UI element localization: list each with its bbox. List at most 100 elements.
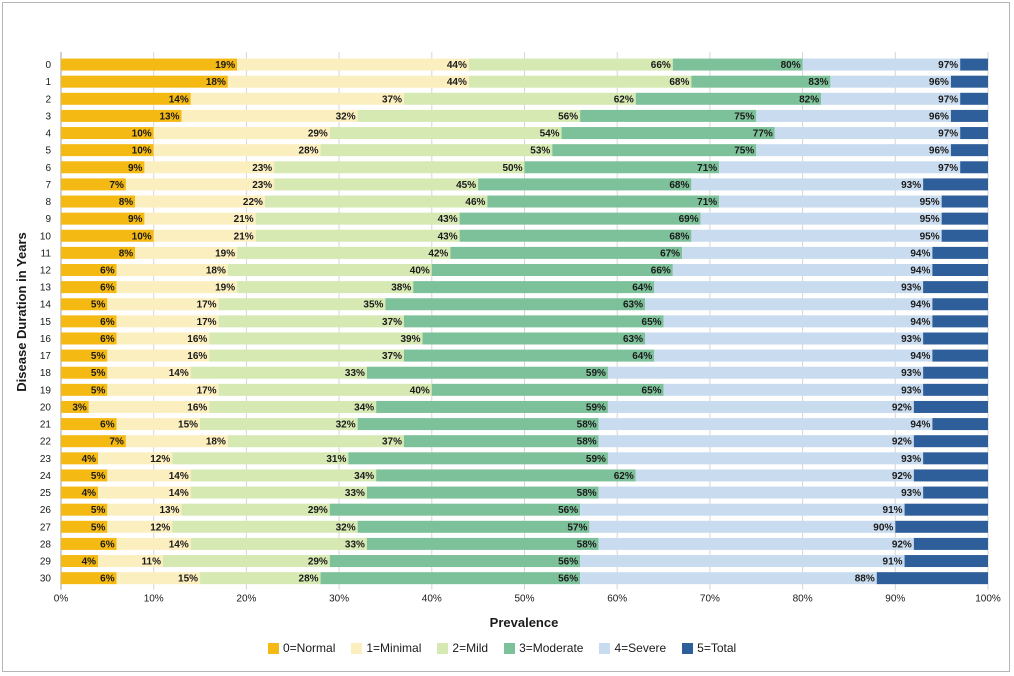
data-label: 94% — [910, 420, 930, 431]
bar-segment — [756, 109, 951, 122]
data-label: 6% — [100, 420, 115, 431]
bar-segment — [162, 555, 330, 568]
bar-segment — [654, 281, 924, 294]
bar-segment — [61, 92, 191, 105]
bar-segment — [237, 246, 451, 259]
data-label: 19% — [215, 60, 235, 71]
bar-segment — [61, 520, 108, 533]
data-label: 42% — [428, 248, 448, 259]
data-label: 19% — [215, 248, 235, 259]
data-label: 62% — [614, 94, 634, 105]
data-label: 75% — [734, 111, 754, 122]
y-tick-label: 20 — [40, 402, 52, 413]
data-label: 10% — [132, 146, 152, 157]
x-tick-label: 50% — [514, 594, 534, 605]
data-label: 58% — [577, 437, 597, 448]
y-tick-label: 3 — [45, 111, 51, 122]
y-tick-label: 10 — [40, 231, 52, 242]
data-label: 62% — [614, 471, 634, 482]
x-tick-label: 30% — [329, 594, 349, 605]
bar-segment — [960, 127, 988, 140]
data-labels: 19% 44% 66% 80% 97% 18% 44% 68% 83% 96% 14% 37% 62% 8… — [72, 60, 958, 585]
data-label: 93% — [901, 368, 921, 379]
data-label: 3% — [72, 402, 87, 413]
data-label: 34% — [354, 402, 374, 413]
legend-swatch — [504, 642, 516, 654]
legend-swatch — [682, 642, 694, 654]
bar-segment — [932, 264, 988, 276]
data-label: 6% — [100, 317, 115, 328]
data-label: 17% — [197, 385, 217, 396]
bar-segment — [913, 435, 988, 448]
bar-segment — [61, 366, 108, 379]
data-label: 5% — [91, 368, 106, 379]
bar-segment — [61, 75, 228, 88]
bar-segment — [366, 537, 599, 550]
data-label: 16% — [187, 402, 207, 413]
bar-segment — [830, 75, 951, 88]
legend-label: 0=Normal — [283, 641, 336, 655]
data-label: 83% — [808, 77, 828, 88]
bar-segment — [357, 109, 581, 122]
bar-segment — [227, 264, 432, 276]
data-label: 14% — [169, 488, 189, 499]
bar-segment — [61, 418, 117, 431]
data-label: 64% — [632, 283, 652, 294]
bar-segment — [135, 246, 238, 259]
data-label: 15% — [178, 574, 198, 585]
bar-segment — [61, 229, 154, 242]
data-label: 93% — [901, 488, 921, 499]
bar-segment — [190, 366, 367, 379]
data-label: 53% — [530, 146, 550, 157]
y-tick-label: 4 — [45, 129, 51, 140]
data-label: 17% — [197, 317, 217, 328]
y-tick-label: 27 — [40, 522, 52, 533]
bar-segment — [61, 435, 126, 448]
bar-segment — [876, 572, 988, 585]
y-tick-label: 15 — [40, 317, 52, 328]
data-label: 94% — [910, 248, 930, 259]
bar-segment — [88, 400, 210, 413]
data-label: 44% — [447, 77, 467, 88]
data-label: 6% — [100, 574, 115, 585]
bar-segment — [385, 298, 646, 311]
y-tick-label: 12 — [40, 266, 52, 277]
data-label: 11% — [142, 557, 162, 568]
data-label: 94% — [910, 266, 930, 277]
data-label: 5% — [91, 351, 106, 362]
data-label: 31% — [326, 454, 346, 465]
y-tick-label: 17 — [40, 351, 52, 362]
data-label: 8% — [119, 197, 134, 208]
bar-segment — [107, 520, 173, 533]
y-tick-label: 23 — [40, 454, 52, 465]
legend-swatch — [599, 642, 611, 654]
data-label: 91% — [883, 557, 903, 568]
data-label: 58% — [577, 420, 597, 431]
legend-item: 4=Severe — [599, 641, 666, 655]
bar-segment — [61, 486, 99, 499]
data-label: 63% — [623, 300, 643, 311]
bar-segment — [61, 212, 145, 225]
bar-segment — [209, 332, 423, 345]
bar-segment — [561, 127, 775, 140]
legend-label: 3=Moderate — [519, 641, 584, 655]
data-label: 7% — [109, 180, 124, 191]
bar-segment — [580, 572, 877, 585]
y-tick-label: 30 — [40, 574, 52, 585]
bar-segment — [329, 503, 581, 516]
bar-segment — [153, 144, 321, 157]
data-label: 68% — [669, 77, 689, 88]
data-label: 96% — [929, 146, 949, 157]
bar-segment — [125, 178, 275, 191]
data-label: 90% — [873, 522, 893, 533]
bar-segment — [329, 555, 581, 568]
bar-segment — [941, 229, 988, 242]
bar-segment — [635, 469, 914, 482]
bar-segment — [98, 555, 163, 568]
bar-segment — [320, 572, 581, 585]
bar-segment — [107, 349, 210, 362]
bar-segment — [376, 469, 636, 482]
bar-segment — [61, 572, 117, 585]
bar-segment — [923, 486, 988, 499]
data-label: 6% — [100, 266, 115, 277]
